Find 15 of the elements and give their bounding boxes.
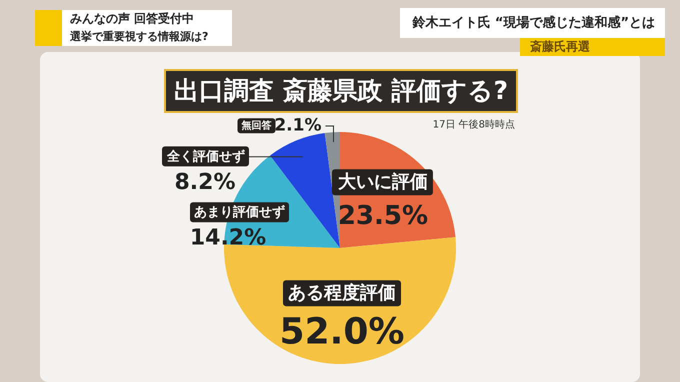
- chart-title: 出口調査 斎藤県政 評価する?: [174, 76, 508, 105]
- slice-label: ある程度評価: [288, 282, 396, 304]
- text: 選挙で重要視する情報源は?: [69, 30, 208, 44]
- data-label: 2.1%: [274, 116, 322, 136]
- text: 鈴木エイト氏 “現場で感じた違和感”とは: [411, 14, 655, 31]
- text: 斎藤氏再選: [530, 39, 591, 54]
- data-label: 8.2%: [174, 170, 236, 195]
- slice-label: 無回答: [240, 120, 272, 132]
- slice-label: 全く評価せず: [166, 148, 245, 164]
- slice-label: あまり評価せず: [194, 204, 285, 220]
- data-label: 52.0%: [280, 312, 404, 353]
- text: みんなの声 回答受付中: [70, 11, 194, 26]
- slice-label: 大いに評価: [336, 172, 428, 193]
- text: 17日 午後8時時点: [432, 118, 515, 131]
- data-label: 23.5%: [338, 200, 428, 231]
